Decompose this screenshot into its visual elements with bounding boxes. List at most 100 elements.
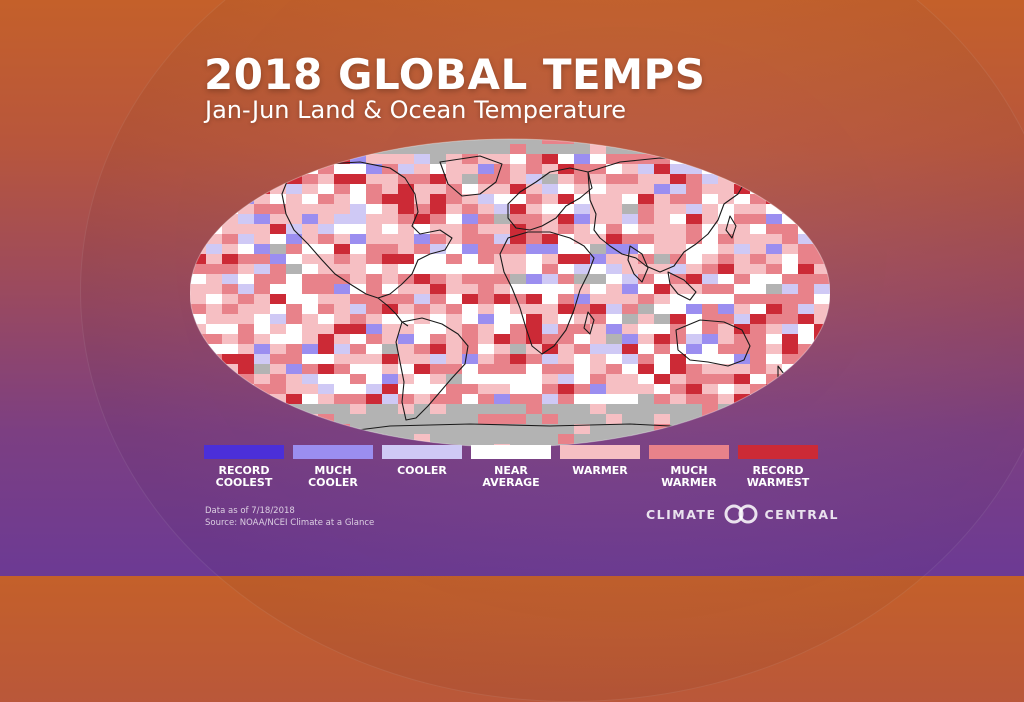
anomaly-cell	[542, 284, 559, 295]
anomaly-cell	[206, 314, 223, 325]
anomaly-cell	[654, 394, 671, 405]
anomaly-cell	[238, 184, 255, 195]
anomaly-cell	[494, 394, 511, 405]
anomaly-cell	[350, 394, 367, 405]
anomaly-cell	[686, 234, 703, 245]
anomaly-cell	[286, 254, 303, 265]
anomaly-cell	[494, 184, 511, 195]
anomaly-cell	[398, 154, 415, 165]
anomaly-cell	[750, 304, 767, 315]
anomaly-cell	[366, 184, 383, 195]
anomaly-cell	[590, 414, 607, 425]
anomaly-cell	[782, 194, 799, 205]
anomaly-cell	[350, 364, 367, 375]
anomaly-cell	[734, 374, 751, 385]
anomaly-cell	[414, 274, 431, 285]
anomaly-cell	[526, 404, 543, 415]
anomaly-cell	[590, 234, 607, 245]
anomaly-cell	[734, 434, 751, 445]
anomaly-cell	[382, 254, 399, 265]
anomaly-cell	[734, 204, 751, 215]
anomaly-cell	[750, 139, 767, 145]
anomaly-cell	[318, 354, 335, 365]
footnote: Data as of 7/18/2018 Source: NOAA/NCEI C…	[205, 505, 374, 529]
south-america-outline	[395, 317, 469, 421]
anomaly-cell	[654, 324, 671, 335]
anomaly-cell	[670, 374, 687, 385]
anomaly-cell	[526, 224, 543, 235]
anomaly-cell	[638, 314, 655, 325]
legend-item: MUCH COOLER	[293, 445, 373, 489]
anomaly-cell	[734, 364, 751, 375]
anomaly-cell	[254, 204, 271, 215]
anomaly-cell	[574, 274, 591, 285]
anomaly-cell	[526, 254, 543, 265]
anomaly-cell	[446, 194, 463, 205]
anomaly-cell	[254, 374, 271, 385]
anomaly-cell	[318, 404, 335, 415]
anomaly-cell	[382, 164, 399, 175]
legend-label: RECORD COOLEST	[215, 464, 273, 489]
anomaly-cell	[750, 324, 767, 335]
anomaly-cell	[254, 274, 271, 285]
anomaly-cell	[350, 234, 367, 245]
anomaly-cell	[238, 364, 255, 375]
anomaly-cell	[734, 284, 751, 295]
anomaly-cell	[702, 204, 719, 215]
anomaly-cell	[750, 284, 767, 295]
anomaly-cell	[430, 334, 447, 345]
anomaly-cell	[718, 244, 735, 255]
anomaly-cell	[526, 274, 543, 285]
anomaly-cell	[270, 414, 287, 425]
anomaly-cell	[622, 344, 639, 355]
anomaly-cell	[734, 404, 751, 415]
anomaly-cell	[686, 384, 703, 395]
anomaly-cell	[334, 174, 351, 185]
anomaly-cell	[750, 214, 767, 225]
anomaly-cell	[302, 374, 319, 385]
anomaly-cell	[542, 184, 559, 195]
anomaly-cell	[302, 294, 319, 305]
anomaly-cell	[670, 274, 687, 285]
anomaly-cell	[814, 344, 830, 355]
anomaly-cell	[638, 384, 655, 395]
anomaly-cell	[670, 214, 687, 225]
anomaly-cell	[750, 394, 767, 405]
anomaly-cell	[414, 434, 431, 445]
anomaly-cell	[238, 304, 255, 315]
anomaly-cell	[510, 294, 527, 305]
anomaly-cell	[334, 314, 351, 325]
anomaly-cell	[238, 224, 255, 235]
legend-label: RECORD WARMEST	[746, 464, 810, 489]
anomaly-cell	[222, 254, 239, 265]
anomaly-cell	[670, 184, 687, 195]
anomaly-cell	[446, 434, 463, 445]
anomaly-cell	[574, 184, 591, 195]
anomaly-cell	[574, 174, 591, 185]
anomaly-cell	[318, 364, 335, 375]
anomaly-cell	[734, 304, 751, 315]
anomaly-cell	[750, 364, 767, 375]
anomaly-cell	[734, 184, 751, 195]
anomaly-cell	[782, 354, 799, 365]
anomaly-cell	[206, 344, 223, 355]
legend-swatch	[293, 445, 373, 459]
anomaly-cell	[766, 184, 783, 195]
anomaly-cell	[382, 384, 399, 395]
legend-item: MUCH WARMER	[649, 445, 729, 489]
anomaly-cell	[558, 144, 575, 155]
anomaly-cell	[478, 394, 495, 405]
anomaly-cell	[798, 214, 815, 225]
anomaly-cell	[622, 294, 639, 305]
anomaly-cell	[478, 354, 495, 365]
anomaly-cell	[510, 304, 527, 315]
anomaly-cell	[334, 334, 351, 345]
anomaly-cell	[782, 174, 799, 185]
anomaly-cell	[318, 224, 335, 235]
anomaly-cell	[798, 264, 815, 275]
data-date-note: Data as of 7/18/2018	[205, 506, 295, 516]
anomaly-cell	[638, 344, 655, 355]
anomaly-cell	[254, 294, 271, 305]
anomaly-cell	[190, 414, 207, 425]
anomaly-cell	[238, 384, 255, 395]
